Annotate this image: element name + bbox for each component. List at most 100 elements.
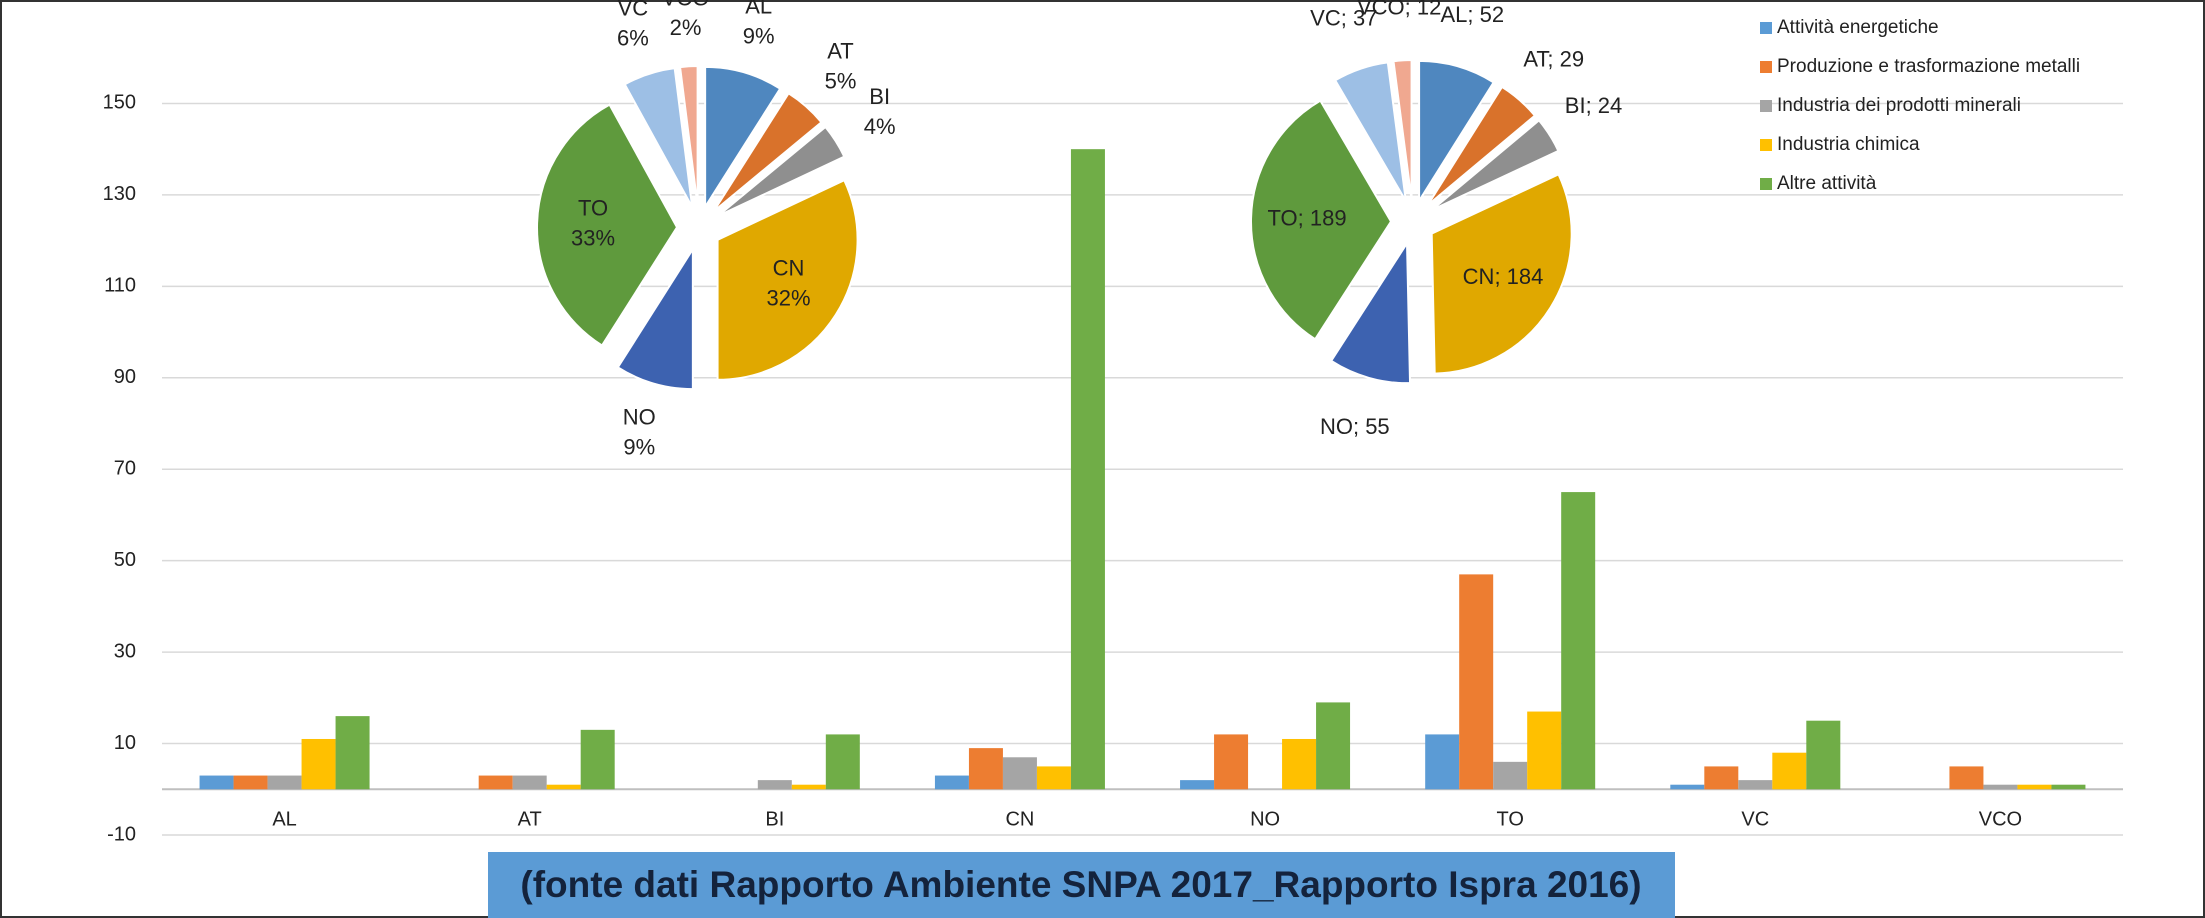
pie-slice bbox=[678, 65, 699, 207]
y-tick-label: 30 bbox=[114, 640, 136, 662]
x-tick-label: VCO bbox=[1979, 808, 2022, 830]
pie-slice bbox=[716, 178, 859, 381]
bar bbox=[580, 729, 615, 790]
bar bbox=[546, 784, 581, 790]
x-tick-label: NO bbox=[1250, 808, 1280, 830]
bar bbox=[1704, 766, 1739, 790]
y-tick-label: 90 bbox=[114, 366, 136, 388]
bar bbox=[233, 775, 268, 790]
pie-label-value: 5% bbox=[825, 68, 857, 93]
y-tick-label: 150 bbox=[103, 92, 136, 114]
pie-slice bbox=[712, 91, 823, 213]
pie-slice bbox=[623, 67, 694, 208]
pie-label-name: AT bbox=[827, 38, 853, 63]
bar bbox=[1670, 784, 1705, 790]
bar bbox=[1561, 492, 1596, 790]
bar bbox=[478, 775, 513, 790]
pie-label-name: AL bbox=[745, 0, 772, 18]
footer-box bbox=[488, 852, 1675, 918]
pie-label-value: 9% bbox=[743, 23, 775, 48]
legend-swatch bbox=[1760, 139, 1772, 151]
pie-label: TO; 189 bbox=[1267, 206, 1346, 231]
pie-slice bbox=[1430, 118, 1560, 212]
bar bbox=[1214, 734, 1249, 790]
bar bbox=[2051, 784, 2086, 790]
x-tick-label: AL bbox=[272, 808, 296, 830]
legend-label: Attività energetiche bbox=[1777, 17, 1939, 38]
pie-slice bbox=[1426, 85, 1537, 207]
bar bbox=[1983, 784, 2018, 790]
bar bbox=[1425, 734, 1460, 790]
bar bbox=[1036, 766, 1071, 790]
legend-label: Industria chimica bbox=[1777, 134, 1920, 155]
legend-swatch bbox=[1760, 22, 1772, 34]
bar bbox=[1527, 711, 1562, 790]
pie-slice bbox=[1418, 59, 1495, 205]
pie-slice bbox=[1329, 239, 1412, 385]
y-tick-label: 70 bbox=[114, 458, 136, 480]
y-tick-label: 10 bbox=[114, 732, 136, 754]
bar bbox=[335, 716, 370, 790]
bar bbox=[2017, 784, 2052, 790]
legend-label: Industria dei prodotti minerali bbox=[1777, 95, 2021, 116]
footer: (fonte dati Rapporto Ambiente SNPA 2017_… bbox=[520, 864, 1641, 905]
bar bbox=[1806, 720, 1841, 790]
bar bbox=[791, 784, 826, 790]
bar bbox=[301, 738, 336, 790]
pie-label: AT; 29 bbox=[1523, 47, 1584, 72]
x-tick-label: VC bbox=[1741, 808, 1769, 830]
bar bbox=[1772, 752, 1807, 790]
legend-swatch bbox=[1760, 61, 1772, 73]
y-tick-label: 130 bbox=[103, 183, 136, 205]
pie-slice bbox=[704, 65, 782, 211]
bar bbox=[1070, 149, 1105, 790]
pie-label-name: VC bbox=[618, 0, 649, 20]
pie-label-name: BI bbox=[869, 84, 890, 109]
legend-swatch bbox=[1760, 100, 1772, 112]
pie-label: CN; 184 bbox=[1463, 264, 1544, 289]
bar bbox=[1002, 757, 1037, 790]
y-tick-label: -10 bbox=[107, 823, 136, 845]
pie-slice bbox=[1392, 59, 1413, 201]
x-tick-label: BI bbox=[765, 808, 784, 830]
bar bbox=[199, 775, 234, 790]
bar bbox=[1316, 702, 1351, 790]
pie-label-value: 2% bbox=[670, 15, 702, 40]
pie-label-value: 9% bbox=[623, 434, 655, 459]
bar bbox=[267, 775, 302, 790]
bar bbox=[512, 775, 547, 790]
bar bbox=[968, 748, 1003, 790]
pie-label-value: 33% bbox=[571, 225, 615, 250]
legend-swatch bbox=[1760, 178, 1772, 190]
bar bbox=[1493, 761, 1528, 790]
pie-slice bbox=[1333, 61, 1407, 202]
pie-label: AL; 52 bbox=[1440, 2, 1504, 27]
pie-label-value: 4% bbox=[864, 114, 896, 139]
y-tick-label: 50 bbox=[114, 549, 136, 571]
bar bbox=[1459, 574, 1494, 790]
bar bbox=[1180, 780, 1215, 790]
legend-label: Altre attività bbox=[1777, 173, 1877, 194]
bar bbox=[1738, 780, 1773, 790]
pie-label-name: VCO bbox=[662, 0, 710, 10]
pie-label: BI; 24 bbox=[1565, 93, 1622, 118]
x-tick-label: AT bbox=[518, 808, 542, 830]
bar bbox=[825, 734, 860, 790]
x-tick-label: CN bbox=[1005, 808, 1034, 830]
pie-slice bbox=[1250, 99, 1393, 341]
pie-label: VCO; 12 bbox=[1357, 0, 1441, 19]
pie-label: NO; 55 bbox=[1320, 414, 1390, 439]
pie-label: VC; 37 bbox=[1310, 5, 1377, 30]
pie-label-name: CN bbox=[773, 256, 805, 281]
pie-label-name: TO bbox=[578, 195, 608, 220]
pie-slice bbox=[536, 103, 679, 347]
bar bbox=[1949, 766, 1984, 790]
bar bbox=[757, 780, 792, 790]
pie-label-value: 32% bbox=[766, 286, 810, 311]
pie-label-name: NO bbox=[623, 404, 656, 429]
x-tick-label: TO bbox=[1496, 808, 1523, 830]
bar bbox=[934, 775, 969, 790]
pie-label-value: 6% bbox=[617, 25, 649, 50]
pie-slice bbox=[616, 245, 694, 391]
